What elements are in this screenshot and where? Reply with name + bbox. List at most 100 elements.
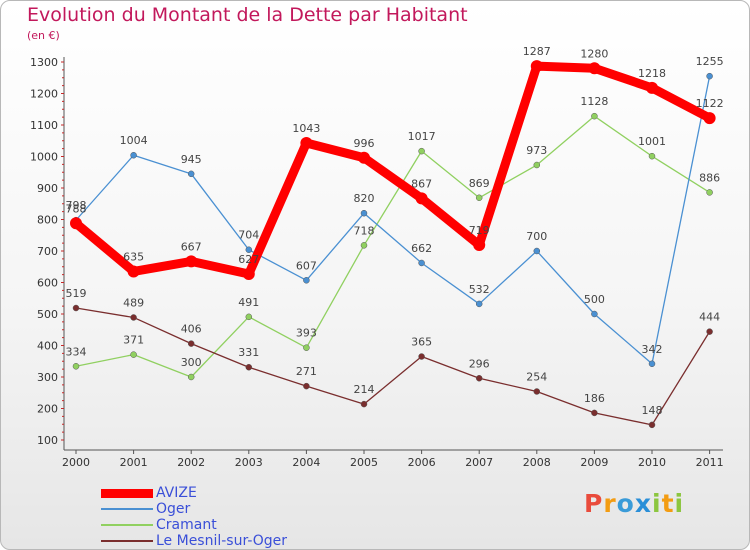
data-label: 519 <box>66 287 87 300</box>
data-label: 1287 <box>523 45 551 58</box>
data-point <box>300 136 313 149</box>
data-point <box>360 242 368 249</box>
data-point <box>70 217 82 230</box>
data-label: 489 <box>123 296 144 309</box>
data-label: 1128 <box>580 95 608 108</box>
y-tick-label: 300 <box>37 371 58 384</box>
data-label: 500 <box>584 293 605 306</box>
data-point <box>360 209 368 217</box>
data-point <box>360 400 368 408</box>
data-point <box>72 304 80 312</box>
x-tick-label: 2005 <box>350 456 378 469</box>
data-point <box>646 81 658 94</box>
data-label: 718 <box>354 224 375 237</box>
data-label: 1280 <box>580 47 608 60</box>
x-tick-label: 2008 <box>523 456 551 469</box>
data-point <box>245 246 253 253</box>
data-label: 1001 <box>638 135 666 148</box>
data-point <box>187 170 195 178</box>
data-point <box>588 62 601 75</box>
logo-letter: r <box>603 489 617 518</box>
x-tick-label: 2006 <box>408 456 436 469</box>
data-label: 371 <box>123 334 144 347</box>
data-point <box>130 151 137 159</box>
data-point <box>303 382 310 390</box>
data-label: 331 <box>238 346 259 359</box>
data-point <box>706 189 713 196</box>
legend-label: Oger <box>156 501 191 517</box>
y-tick-label: 400 <box>37 340 58 353</box>
data-label: 1043 <box>292 122 320 135</box>
legend-item: Cramant <box>101 517 361 533</box>
series-line-le-mesnil-sur-oger <box>75 307 711 426</box>
y-tick-label: 1200 <box>30 88 58 101</box>
data-point <box>533 388 541 395</box>
data-label: 334 <box>66 345 87 358</box>
data-label: 627 <box>238 253 259 266</box>
data-point <box>303 344 310 351</box>
y-tick-label: 1000 <box>30 151 58 164</box>
data-point <box>418 259 425 267</box>
series-line-avize <box>71 61 715 279</box>
data-label: 798 <box>66 199 87 212</box>
logo-letter: o <box>616 489 635 518</box>
legend-item: Le Mesnil-sur-Oger <box>101 533 361 549</box>
proxiti-logo: Proxiti <box>584 489 684 518</box>
x-tick-label: 2009 <box>580 456 608 469</box>
data-point <box>706 72 713 80</box>
series-line-oger <box>75 75 711 365</box>
data-point <box>245 363 253 371</box>
x-tick-label: 2003 <box>235 456 263 469</box>
data-point <box>187 340 195 347</box>
data-label: 886 <box>699 171 720 184</box>
x-tick-label: 2011 <box>696 456 724 469</box>
data-point <box>473 239 486 252</box>
data-point <box>591 310 598 318</box>
data-label: 365 <box>411 336 432 349</box>
data-label: 973 <box>526 144 547 157</box>
x-tick-label: 2002 <box>177 456 205 469</box>
data-point <box>703 112 716 125</box>
x-tick-label: 2001 <box>120 456 148 469</box>
data-label: 491 <box>238 296 259 309</box>
legend-label: AVIZE <box>156 485 197 501</box>
data-point <box>475 194 483 202</box>
data-label: 719 <box>469 224 490 237</box>
data-label: 635 <box>123 250 144 263</box>
data-label: 996 <box>354 137 375 150</box>
logo-letter: i <box>674 489 685 518</box>
data-label: 393 <box>296 327 317 340</box>
data-point <box>130 351 137 358</box>
data-point <box>303 277 310 284</box>
y-tick-label: 700 <box>37 245 58 258</box>
data-point <box>533 247 541 255</box>
y-tick-label: 1300 <box>30 56 58 69</box>
data-label: 788 <box>66 202 87 215</box>
data-label: 186 <box>584 392 605 405</box>
x-tick-label: 2000 <box>62 456 90 469</box>
data-point <box>591 409 598 417</box>
data-label: 700 <box>526 230 547 243</box>
logo-letter: t <box>661 489 675 518</box>
data-label: 667 <box>181 240 202 253</box>
data-point <box>648 152 656 160</box>
data-label: 271 <box>296 365 317 378</box>
data-point <box>72 363 80 370</box>
data-label: 342 <box>642 343 663 356</box>
data-point <box>187 373 195 381</box>
y-tick-label: 200 <box>37 403 58 416</box>
logo-letter: P <box>584 489 604 518</box>
data-label: 869 <box>469 177 490 190</box>
data-label: 148 <box>642 404 663 417</box>
data-point <box>475 375 483 382</box>
data-label: 704 <box>238 229 259 242</box>
y-tick-label: 1100 <box>30 119 58 132</box>
data-point <box>245 313 253 321</box>
data-point <box>530 60 543 73</box>
x-tick-label: 2004 <box>292 456 320 469</box>
logo-letter: x <box>634 489 652 518</box>
data-label: 867 <box>411 177 432 190</box>
y-tick-label: 900 <box>37 182 58 195</box>
data-label: 1122 <box>696 97 724 110</box>
